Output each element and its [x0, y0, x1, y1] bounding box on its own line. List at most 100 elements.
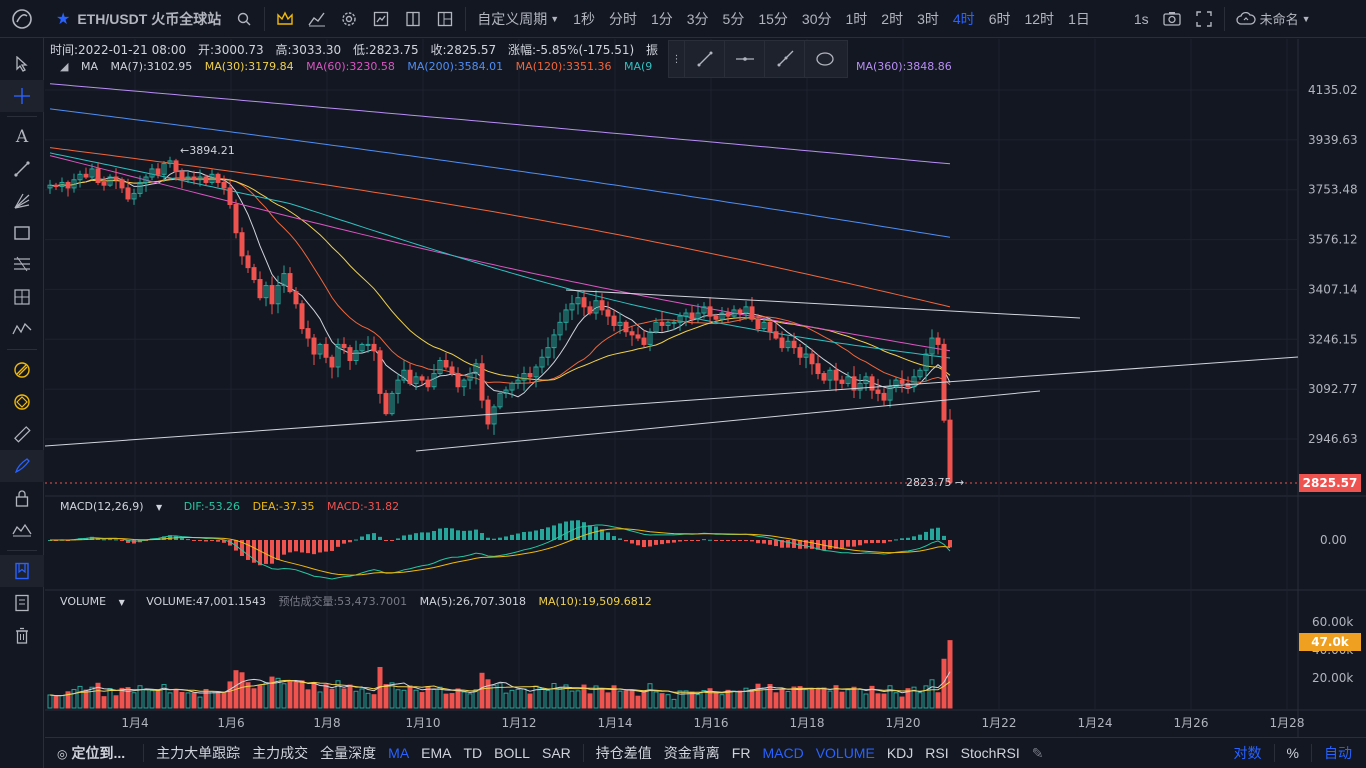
- trash-icon[interactable]: [0, 619, 44, 651]
- text-tool-icon[interactable]: A: [15, 127, 29, 147]
- indicator-rsi[interactable]: RSI: [925, 745, 949, 761]
- candle-body: [791, 340, 797, 349]
- log-scale-toggle[interactable]: 对数: [1233, 745, 1262, 761]
- indicator-boll[interactable]: BOLL: [494, 745, 530, 761]
- indicators-icon[interactable]: [301, 0, 333, 38]
- candle-body: [401, 369, 407, 381]
- volume-bar: [899, 696, 905, 709]
- compare-icon[interactable]: [365, 0, 397, 38]
- indicator-td[interactable]: TD: [463, 745, 483, 761]
- indicator-ma[interactable]: MA: [388, 745, 410, 761]
- ray-tool-icon[interactable]: [765, 41, 805, 77]
- fib-retracement-icon[interactable]: [0, 249, 44, 281]
- indicator-ema[interactable]: EMA: [421, 745, 452, 761]
- macd-histogram-bar: [564, 521, 568, 540]
- macd-legend-label[interactable]: MACD(12,26,9) ▼: [60, 500, 171, 513]
- volume-bar: [815, 688, 821, 709]
- volume-bar: [203, 688, 209, 709]
- volume-bar: [125, 687, 131, 709]
- indicator-full-depth[interactable]: 全量深度: [320, 745, 377, 761]
- bookmark-icon[interactable]: [0, 555, 44, 587]
- period-1s[interactable]: 1秒: [573, 10, 595, 27]
- volume-legend-label[interactable]: VOLUME ▼: [60, 595, 134, 608]
- macd-histogram-bar: [444, 527, 448, 540]
- period-1d[interactable]: 1日: [1068, 10, 1090, 27]
- period-5m[interactable]: 5分: [722, 10, 745, 27]
- indicator-fund-divergence[interactable]: 资金背离: [663, 745, 720, 761]
- auto-scale-toggle[interactable]: 自动: [1324, 745, 1352, 761]
- candle-body: [701, 306, 707, 314]
- wave-pattern-icon[interactable]: [0, 313, 44, 345]
- period-30m[interactable]: 30分: [801, 10, 832, 27]
- horizontal-line-icon[interactable]: [725, 41, 765, 77]
- trendline-icon[interactable]: [0, 153, 44, 185]
- period-1m[interactable]: 1分: [650, 10, 673, 27]
- period-4h[interactable]: 4时: [952, 10, 975, 27]
- period-12h[interactable]: 12时: [1024, 10, 1055, 27]
- period-1h[interactable]: 1时: [845, 10, 868, 27]
- settings-gear-icon[interactable]: [333, 0, 365, 38]
- search-icon[interactable]: [228, 0, 260, 38]
- brush-tool-icon[interactable]: [0, 450, 44, 482]
- macd-histogram-bar: [846, 540, 850, 547]
- volume-bar: [719, 694, 725, 709]
- period-3m[interactable]: 3分: [686, 10, 709, 27]
- drag-handle-icon[interactable]: ⋮: [669, 41, 685, 77]
- layout-icon[interactable]: [429, 0, 461, 38]
- ellipse-tool-icon[interactable]: [805, 41, 845, 77]
- magnet-tool-icon[interactable]: [0, 386, 44, 418]
- period-6h[interactable]: 6时: [988, 10, 1011, 27]
- percent-scale-toggle[interactable]: %: [1286, 745, 1299, 761]
- candle-body: [503, 389, 509, 394]
- template-icon[interactable]: [397, 0, 429, 38]
- macd-histogram-bar: [546, 527, 550, 540]
- edit-indicators-icon[interactable]: ✎: [1031, 744, 1044, 761]
- candle-body: [827, 369, 833, 381]
- period-3h[interactable]: 3时: [917, 10, 939, 27]
- grid-tool-icon[interactable]: [0, 281, 44, 313]
- period-timeline[interactable]: 分时: [608, 10, 637, 27]
- indicator-fr[interactable]: FR: [731, 745, 751, 761]
- cursor-icon[interactable]: [0, 48, 44, 80]
- crosshair-icon[interactable]: [0, 80, 44, 112]
- lock-icon[interactable]: [0, 482, 44, 514]
- object-tree-icon[interactable]: [0, 587, 44, 619]
- indicator-volume[interactable]: VOLUME: [815, 745, 875, 761]
- period-15m[interactable]: 15分: [758, 10, 788, 27]
- volume-bar: [689, 691, 695, 709]
- locate-button[interactable]: ◎ 定位到...: [45, 743, 137, 763]
- hide-drawings-icon[interactable]: [0, 514, 44, 546]
- cloud-save-dropdown[interactable]: 未命名 ▼: [1229, 0, 1318, 38]
- macd-histogram-bar: [834, 540, 838, 549]
- rectangle-tool-icon[interactable]: [0, 217, 44, 249]
- period-2h[interactable]: 2时: [881, 10, 904, 27]
- volume-tick-label: 20.00k: [1312, 671, 1353, 685]
- indicator-main-trades[interactable]: 主力成交: [252, 745, 309, 761]
- favorite-star-icon[interactable]: ★: [56, 10, 71, 28]
- custom-period-dropdown[interactable]: 自定义周期 ▼: [470, 0, 566, 38]
- volume-bar: [389, 682, 395, 709]
- volume-bar: [533, 685, 539, 709]
- gann-fan-icon[interactable]: [0, 185, 44, 217]
- indicator-macd[interactable]: MACD: [762, 745, 804, 761]
- volume-bar: [503, 692, 509, 709]
- app-logo-icon[interactable]: [0, 0, 44, 38]
- pattern-tool-icon[interactable]: [0, 354, 44, 386]
- indicator-main-big-orders[interactable]: 主力大单跟踪: [156, 745, 241, 761]
- collapse-icon[interactable]: ◢: [60, 60, 69, 73]
- interval-1s-button[interactable]: 1s: [1133, 10, 1149, 27]
- candle-body: [587, 306, 593, 314]
- crown-icon[interactable]: [269, 0, 301, 38]
- indicator-position-diff[interactable]: 持仓差值: [595, 745, 652, 761]
- indicator-kdj[interactable]: KDJ: [886, 745, 914, 761]
- symbol-title[interactable]: ETH/USDT 火币全球站: [77, 10, 222, 27]
- ruler-icon[interactable]: [0, 418, 44, 450]
- indicator-sar[interactable]: SAR: [541, 745, 571, 761]
- candle-body: [65, 181, 71, 189]
- camera-icon[interactable]: [1156, 0, 1188, 38]
- fullscreen-icon[interactable]: [1188, 0, 1220, 38]
- ma-legend-label[interactable]: MA: [80, 60, 98, 73]
- line-tool-icon[interactable]: [685, 41, 725, 77]
- indicator-stochrsi[interactable]: StochRSI: [960, 745, 1020, 761]
